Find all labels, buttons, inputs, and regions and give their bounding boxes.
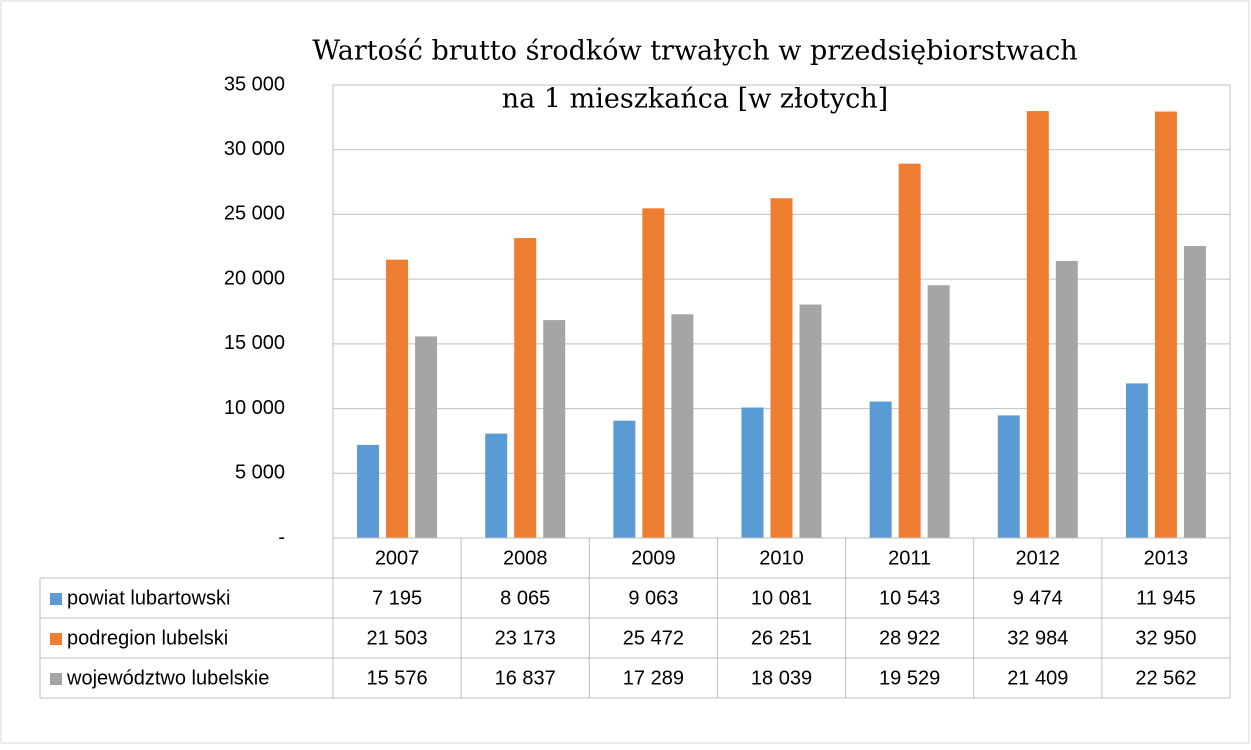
- bar: [485, 433, 508, 538]
- bar: [642, 208, 665, 538]
- y-tick-label: 20 000: [224, 267, 285, 289]
- table-value: 10 081: [751, 587, 812, 609]
- bar: [357, 444, 380, 538]
- bar: [869, 401, 892, 538]
- y-tick-label: 15 000: [224, 332, 285, 354]
- table-value: 22 562: [1135, 667, 1196, 689]
- chart-title: na 1 mieszkańca [w złotych]: [502, 84, 888, 115]
- bar: [613, 420, 636, 538]
- table-value: 17 289: [623, 667, 684, 689]
- bar: [386, 259, 409, 538]
- bar: [927, 285, 950, 538]
- bar: [799, 304, 822, 538]
- y-tick-label: 5 000: [235, 462, 285, 484]
- bar: [415, 336, 438, 538]
- table-value: 25 472: [623, 627, 684, 649]
- table-value: 28 922: [879, 627, 940, 649]
- y-tick-label: 30 000: [224, 138, 285, 160]
- legend-key: [50, 633, 62, 645]
- bar: [543, 320, 566, 538]
- bar: [741, 407, 764, 538]
- table-value: 7 195: [372, 587, 422, 609]
- legend-label: podregion lubelski: [67, 627, 228, 649]
- table-value: 26 251: [751, 627, 812, 649]
- bar: [1183, 245, 1206, 538]
- bar: [997, 415, 1020, 538]
- bar: [1055, 260, 1078, 538]
- table-value: 21 409: [1007, 667, 1068, 689]
- x-tick-label: 2011: [888, 547, 931, 569]
- y-tick-label: 25 000: [224, 203, 285, 225]
- table-value: 15 576: [366, 667, 427, 689]
- table-value: 23 173: [495, 627, 556, 649]
- table-value: 32 950: [1135, 627, 1196, 649]
- y-tick-label: 10 000: [224, 397, 285, 419]
- bar: [770, 198, 793, 538]
- legend-key: [50, 593, 62, 605]
- legend-label: województwo lubelskie: [66, 667, 269, 689]
- bar: [1125, 383, 1148, 538]
- table-value: 9 063: [628, 587, 678, 609]
- table-value: 19 529: [879, 667, 940, 689]
- x-tick-label: 2012: [1016, 547, 1061, 569]
- y-tick-label: 35 000: [224, 73, 285, 95]
- table-value: 16 837: [495, 667, 556, 689]
- legend-label: powiat lubartowski: [67, 587, 230, 609]
- x-tick-label: 2010: [759, 547, 804, 569]
- table-value: 11 945: [1136, 587, 1196, 609]
- chart-title: Wartość brutto środków trwałych w przeds…: [312, 36, 1077, 67]
- x-tick-label: 2009: [631, 547, 676, 569]
- table-value: 18 039: [751, 667, 812, 689]
- bar: [1026, 111, 1049, 538]
- table-value: 10 543: [879, 587, 940, 609]
- bar: [671, 314, 694, 538]
- bar: [514, 238, 537, 538]
- table-value: 21 503: [366, 627, 427, 649]
- y-tick-label: -: [278, 526, 285, 548]
- bar: [1154, 111, 1177, 538]
- table-value: 32 984: [1007, 627, 1068, 649]
- legend-key: [50, 673, 62, 685]
- bar: [898, 163, 921, 538]
- table-value: 9 474: [1013, 587, 1063, 609]
- x-tick-label: 2007: [375, 547, 420, 569]
- table-value: 8 065: [500, 587, 550, 609]
- x-tick-label: 2013: [1144, 547, 1189, 569]
- x-tick-label: 2008: [503, 547, 548, 569]
